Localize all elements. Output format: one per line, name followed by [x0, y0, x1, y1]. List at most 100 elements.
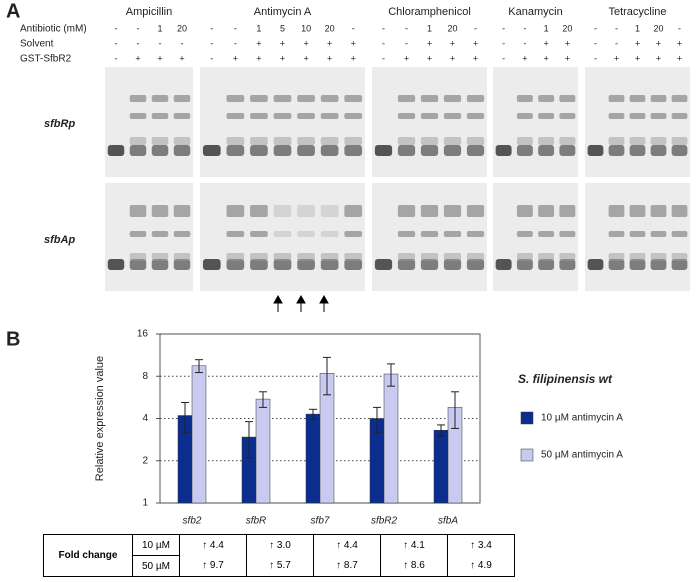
- table-cell: ↑ 5.7: [246, 555, 314, 577]
- gel-band: [608, 137, 625, 145]
- gel-band: [273, 113, 292, 119]
- gel-band: [397, 231, 416, 237]
- x-tick-label: sfbR2: [371, 516, 398, 527]
- lane-sign: +: [327, 38, 332, 48]
- lane-sign: -: [615, 23, 618, 33]
- gel-band: [344, 113, 363, 119]
- gel-band: [273, 145, 292, 156]
- x-tick-label: sfb7: [311, 516, 330, 527]
- row-label: Solvent: [20, 39, 54, 50]
- lane-sign: -: [523, 38, 526, 48]
- y-tick-label: 8: [142, 371, 148, 382]
- error-bar: [181, 402, 189, 433]
- gel-image: [585, 67, 690, 177]
- lane-sign: 20: [562, 23, 572, 33]
- table-cell: ↑ 4.4: [179, 534, 247, 556]
- lane-sign: -: [594, 53, 597, 63]
- gel-band: [374, 259, 393, 270]
- y-tick-label: 1: [142, 498, 148, 509]
- gel-band: [587, 145, 604, 156]
- gel-band: [443, 137, 462, 145]
- gel-band: [226, 137, 245, 145]
- lane-sign: +: [404, 53, 409, 63]
- gel-band: [129, 205, 147, 217]
- gel-band: [320, 113, 339, 119]
- gel-band: [608, 231, 625, 237]
- y-axis-label: Relative expression value: [94, 356, 106, 481]
- gel-band: [671, 259, 688, 270]
- gel-image: [493, 67, 578, 177]
- gel-band: [629, 95, 646, 102]
- gel-band: [538, 253, 555, 261]
- gel-band: [420, 253, 439, 261]
- gel-band: [420, 137, 439, 145]
- gel-row-label: sfbRp: [44, 118, 75, 130]
- gel-band: [559, 145, 576, 156]
- gel-band: [587, 259, 604, 270]
- error-bar: [245, 421, 253, 459]
- gel-band: [671, 231, 688, 237]
- gel-band: [443, 95, 462, 102]
- gel-band: [516, 95, 533, 102]
- lane-sign: -: [210, 38, 213, 48]
- error-bar: [309, 408, 317, 420]
- lane-sign: 5: [280, 23, 285, 33]
- row-label: GST-SfbR2: [20, 54, 72, 65]
- gel-band: [151, 253, 169, 261]
- error-bar: [437, 424, 445, 437]
- gel-band: [466, 137, 485, 145]
- gel-band: [273, 95, 292, 102]
- y-tick-label: 4: [142, 413, 148, 424]
- table-cell: ↑ 4.1: [380, 534, 448, 556]
- lane-sign: +: [351, 38, 356, 48]
- gel-image: [200, 183, 365, 291]
- gel-band: [397, 259, 416, 270]
- gel-band: [650, 137, 667, 145]
- gel-band: [629, 113, 646, 119]
- gel-band: [466, 113, 485, 119]
- lane-sign: +: [635, 53, 640, 63]
- gel-band: [151, 137, 169, 145]
- gel-band: [650, 253, 667, 261]
- gel-band: [226, 113, 245, 119]
- table-cell: ↑ 4.4: [313, 534, 381, 556]
- gel-band: [420, 205, 439, 217]
- gel-band: [250, 145, 268, 156]
- gel-band: [297, 137, 315, 145]
- fold-change-table: Fold change 10 µM ↑ 4.4 ↑ 3.0 ↑ 4.4 ↑ 4.1 ↑ …: [43, 534, 515, 577]
- lane-sign: +: [473, 38, 478, 48]
- lane-sign: 1: [635, 23, 640, 33]
- gel-band: [344, 145, 363, 156]
- lane-sign: +: [351, 53, 356, 63]
- bar: [383, 373, 399, 504]
- gel-band: [650, 205, 667, 217]
- gel-band: [129, 113, 147, 119]
- gel-band: [320, 95, 339, 102]
- gel-band: [297, 145, 315, 156]
- lane-sign: -: [115, 53, 118, 63]
- gel-band: [516, 145, 533, 156]
- gel-band: [151, 231, 169, 237]
- gel-band: [344, 137, 363, 145]
- gel-band: [173, 95, 191, 102]
- gel-band: [443, 113, 462, 119]
- lane-sign: +: [677, 38, 682, 48]
- gel-band: [397, 205, 416, 217]
- lane-sign: -: [210, 53, 213, 63]
- gel-band: [273, 205, 292, 217]
- lane-sign: +: [614, 53, 619, 63]
- gel-band: [608, 145, 625, 156]
- lane-sign: +: [327, 53, 332, 63]
- row-label: 50 µM: [132, 555, 180, 577]
- lane-sign: +: [135, 53, 140, 63]
- antibiotic-name: Ampicillin: [126, 6, 172, 18]
- gel-band: [538, 145, 555, 156]
- row-label: Antibiotic (mM): [20, 24, 87, 35]
- gel-band: [650, 95, 667, 102]
- gel-band: [297, 95, 315, 102]
- lane-sign: +: [450, 38, 455, 48]
- gel-band: [320, 259, 339, 270]
- gel-band: [226, 253, 245, 261]
- gel-band: [226, 259, 245, 270]
- lane-sign: +: [256, 53, 261, 63]
